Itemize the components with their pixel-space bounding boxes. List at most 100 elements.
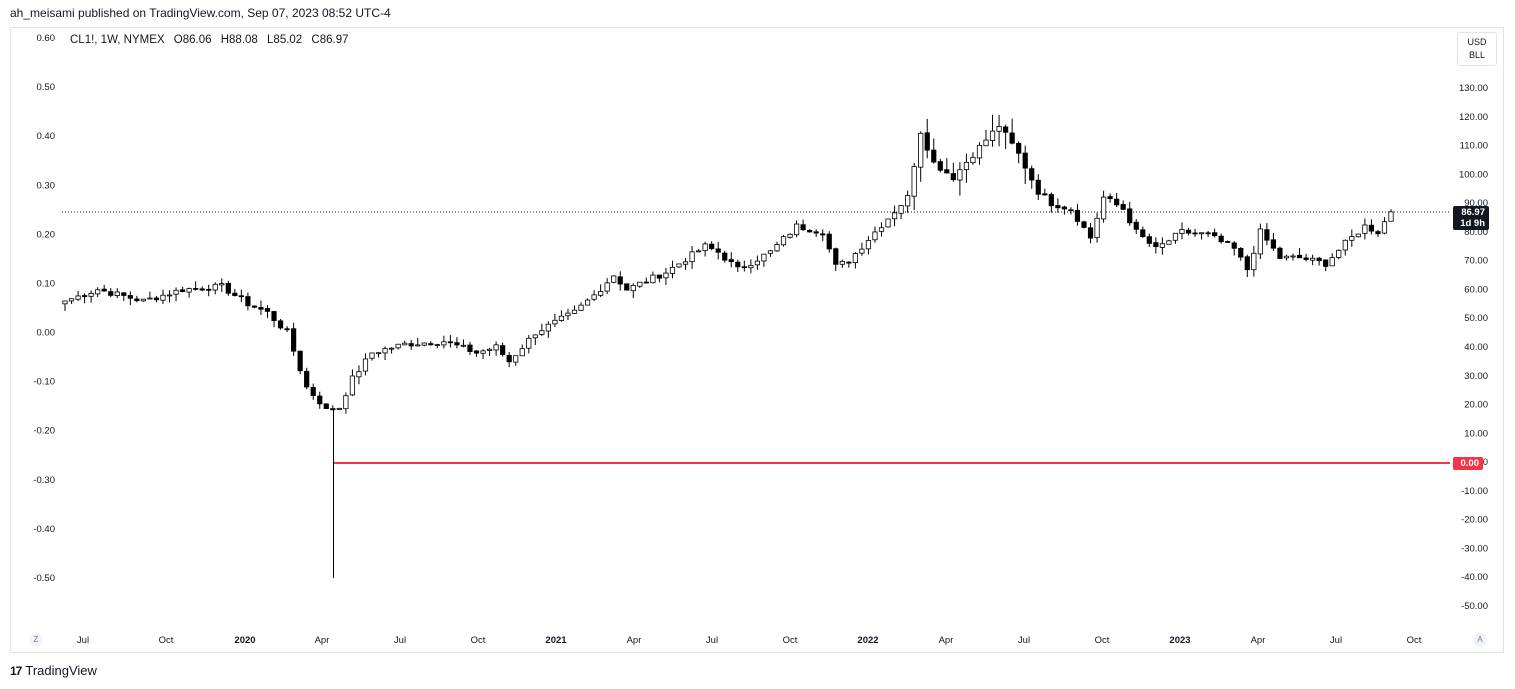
candle-down [225,283,231,294]
candle-up [95,289,101,295]
candle-up [356,371,362,378]
candle-up [1349,236,1355,241]
high-value: H88.08 [220,34,258,46]
candle-up [911,166,917,197]
candle-down [1048,194,1054,207]
candle-up [767,250,774,254]
tradingview-brand[interactable]: 17 TradingView [10,663,97,678]
currency-unit-button[interactable]: USD BLL [1457,32,1497,66]
candle-up [780,236,787,246]
time-tick-label: Oct [1095,635,1110,646]
candle-up [970,156,976,164]
candle-up [957,169,963,181]
candle-up [173,289,179,295]
candle-down [1114,198,1120,206]
candle-down [264,308,271,312]
candle-up [493,344,499,351]
unit-line-2: BLL [1468,50,1485,60]
candle-down [1225,241,1231,243]
candle-up [839,260,845,265]
candle-up [630,284,636,292]
candle-down [428,343,434,346]
candle-down [1244,256,1250,271]
candle-up [1355,233,1361,238]
candle-down [722,252,728,261]
time-tick-label: Jul [1018,635,1030,646]
candle-down [473,350,480,354]
left-tick-label: -0.10 [33,377,55,388]
candle-up [604,282,610,292]
time-tick-label: Apr [627,635,642,646]
auto-scale-left-button[interactable]: Z [29,633,43,647]
candle-up [591,294,597,300]
time-tick-label: Apr [939,635,954,646]
candle-up [382,348,388,354]
candle-up [696,250,702,253]
candle-up [872,231,878,241]
right-tick-label: 30.00 [1464,371,1488,382]
candle-up [637,281,643,287]
candle-down [127,295,133,299]
candle-down [121,292,127,296]
candle-up [68,298,75,302]
candle-down [1074,209,1081,222]
left-tick-label: 0.10 [37,278,56,289]
time-tick-label: Oct [783,635,798,646]
candle-down [1127,208,1133,224]
candle-down [1316,257,1322,262]
candle-down [709,243,715,250]
candle-down [258,307,264,310]
time-tick-label: Jul [1330,635,1342,646]
candle-down [1192,232,1198,235]
candle-up [898,205,904,214]
candle-up [748,265,754,269]
time-axis: Jul Oct 2020 Apr Jul Oct 2021 Apr Jul Oct 2022 Apr J… [77,635,1422,646]
candle-down [735,261,741,268]
candle-up [689,251,695,263]
candle-down [800,224,806,231]
candle-up [584,299,591,306]
candle-up [519,348,525,357]
left-axis: 0.60 0.50 0.40 0.30 0.20 0.10 0.00 -0.10 -0.20 -0… [33,33,55,584]
candle-down [134,298,140,302]
candle-down [81,295,88,297]
candle-down [1003,126,1009,133]
candle-down [820,233,826,236]
candle-up [349,375,356,396]
time-tick-label: 2020 [234,635,255,646]
candle-up [62,300,68,305]
candle-down [277,320,284,329]
candle-up [1179,229,1185,235]
candle-up [571,309,578,314]
candle-up [878,227,885,232]
candle-down [1061,206,1067,210]
candle-up [1336,249,1342,258]
candle-down [741,266,747,269]
right-tick-label: -30.00 [1461,543,1488,554]
candle-up [918,132,924,168]
candle-down [251,305,258,308]
candle-up [212,283,218,291]
candle-up [186,288,192,293]
candle-down [931,149,937,163]
candle-up [526,337,532,349]
candle-up [1100,196,1107,220]
time-tick-label: Jul [77,635,89,646]
right-tick-label: -40.00 [1461,572,1488,583]
candle-up [1159,243,1165,248]
candle-down [1270,239,1277,249]
candle-up [147,297,153,300]
candle-up [793,223,800,236]
zero-line-badge: 0.00 [1453,457,1483,470]
candle-down [813,231,819,234]
candle-down [232,292,238,296]
candle-down [323,403,329,409]
candle-up [375,352,382,355]
candle-up [1329,257,1335,267]
candle-up [1290,255,1296,258]
candle-down [238,295,244,298]
candle-down [715,248,721,253]
auto-scale-right-button[interactable]: A [1473,633,1487,647]
left-tick-label: -0.40 [33,524,55,535]
